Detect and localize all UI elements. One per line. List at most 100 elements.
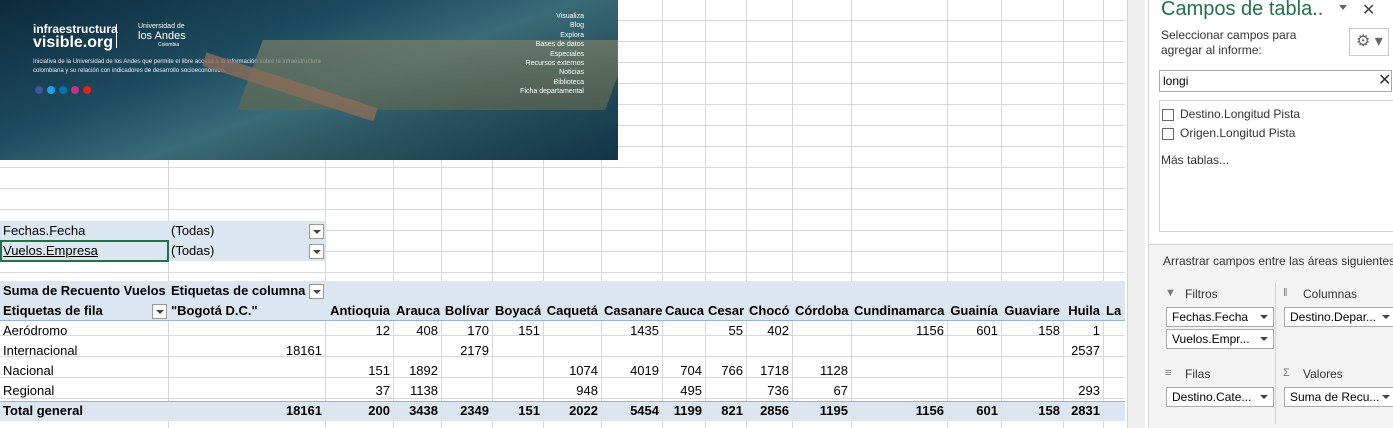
field-checkbox[interactable]	[1162, 128, 1174, 140]
column-header: Cundinamarca	[854, 303, 945, 318]
column-gridline	[492, 0, 493, 428]
total-fill	[0, 401, 1125, 421]
row-label: Nacional	[3, 363, 54, 378]
column-header: Arauca	[396, 303, 441, 318]
value-cell: 3438	[409, 403, 438, 418]
banner-menu-item[interactable]: Recursos externos	[525, 60, 584, 67]
value-cell: 1128	[820, 363, 848, 378]
value-cell: 2537	[1071, 343, 1100, 358]
area-item[interactable]: Fechas.Fecha	[1166, 307, 1274, 327]
banner-menu-item[interactable]: Noticias	[559, 69, 584, 77]
value-cell: 5454	[630, 403, 659, 418]
area-item[interactable]: Destino.Cate...	[1166, 387, 1274, 407]
banner-menu-item[interactable]: Biblioteca	[553, 78, 584, 86]
value-cell: 2349	[460, 403, 489, 418]
value-cell: 704	[680, 363, 702, 378]
scrollbar[interactable]	[1127, 0, 1145, 428]
filter-field: Fechas.Fecha	[3, 223, 86, 238]
column-gridline	[441, 0, 442, 428]
value-cell: 601	[976, 403, 998, 418]
column-gridline	[1103, 0, 1104, 428]
value-cell: 736	[767, 383, 789, 398]
value-cell: 1435	[630, 323, 659, 338]
column-dropdown[interactable]	[309, 284, 324, 299]
column-header: Guaviare	[1004, 303, 1060, 318]
area-item[interactable]: Destino.Depar...	[1284, 307, 1393, 327]
area-divider	[1275, 282, 1276, 362]
value-cell: 170	[467, 323, 489, 338]
row-label: Internacional	[3, 343, 78, 358]
university-top: Universidad de	[138, 23, 185, 30]
column-header: Córdoba	[795, 303, 849, 318]
row-label: Regional	[3, 383, 55, 398]
banner-image: infraestructura visible.org Universidad de…	[0, 0, 618, 160]
banner-menu-item[interactable]: Especiales	[550, 50, 584, 58]
value-cell: 67	[833, 383, 848, 398]
column-gridline	[393, 0, 394, 428]
area-item[interactable]: Vuelos.Empr...	[1166, 329, 1274, 349]
social-icon[interactable]	[35, 86, 43, 94]
column-gridline	[325, 0, 326, 428]
filter-dropdown[interactable]	[309, 224, 324, 239]
search-box[interactable]: longi	[1159, 70, 1392, 92]
social-icon[interactable]	[83, 86, 91, 94]
value-cell: 948	[576, 383, 598, 398]
value-cell: 2831	[1071, 403, 1100, 418]
value-cell: 151	[368, 363, 390, 378]
value-cell: 1892	[409, 363, 438, 378]
pane-close-arrow[interactable]	[1339, 5, 1347, 10]
value-label: Suma de Recuento Vuelos	[3, 283, 166, 298]
value-cell: 1074	[569, 363, 598, 378]
column-header: "Bogotá D.C."	[171, 303, 258, 318]
banner-menu-item[interactable]: Ficha departamental	[520, 88, 584, 96]
pivot-field-pane: Campos de tabla.. ✕ Seleccionar campos par…	[1148, 0, 1393, 428]
row-dropdown[interactable]	[152, 304, 167, 319]
value-cell: 495	[680, 383, 702, 398]
row-label: Aeródromo	[3, 323, 68, 338]
value-cell: 408	[416, 323, 438, 338]
banner-menu-item[interactable]: Explora	[560, 31, 584, 39]
value-cell: 1156	[916, 323, 944, 338]
value-cell: 1156	[915, 403, 944, 418]
column-gridline	[851, 0, 852, 428]
settings-button[interactable]: ⚙ ▾	[1349, 28, 1389, 56]
value-cell: 158	[1038, 323, 1060, 338]
banner-menu-item[interactable]: Blog	[569, 22, 584, 30]
value-cell: 18161	[285, 343, 322, 358]
value-cell: 1199	[673, 403, 702, 418]
field-name[interactable]: Destino.Longitud Pista	[1180, 107, 1301, 121]
banner-menu-item[interactable]: Visualiza	[556, 13, 584, 20]
filter-dropdown[interactable]	[309, 244, 324, 259]
social-icon[interactable]	[47, 86, 55, 94]
filter-fill	[0, 241, 325, 261]
column-gridline	[792, 0, 793, 428]
value-cell: 293	[1078, 383, 1100, 398]
pane-close[interactable]: ✕	[1362, 2, 1376, 19]
more-tables[interactable]: Más tablas...	[1161, 153, 1230, 167]
field-name[interactable]: Origen.Longitud Pista	[1180, 126, 1296, 140]
value-cell: 1138	[410, 383, 438, 398]
search-clear[interactable]: ✕	[1378, 72, 1392, 89]
column-header: Guainía	[950, 303, 998, 318]
value-cell: 2179	[460, 343, 489, 358]
area-item[interactable]: Suma de Recu...	[1284, 387, 1393, 407]
banner-menu-item[interactable]: Bases de datos	[535, 41, 584, 49]
row-label: Total general	[3, 403, 83, 418]
social-icon[interactable]	[71, 86, 79, 94]
value-cell: 55	[728, 323, 743, 338]
area-name: Filtros	[1185, 287, 1218, 301]
value-cell: 402	[767, 323, 789, 338]
active-cell	[0, 240, 169, 262]
value-cell: 1195	[819, 403, 848, 418]
value-cell: 821	[721, 403, 743, 418]
column-header: Chocó	[749, 303, 790, 318]
university-country: Colombia	[158, 42, 180, 48]
field-checkbox[interactable]	[1162, 109, 1174, 121]
social-icon[interactable]	[59, 86, 67, 94]
value-cell: 151	[518, 403, 540, 418]
area-name: Filas	[1185, 367, 1211, 381]
field-list	[1159, 100, 1393, 232]
column-gridline	[543, 0, 544, 428]
area-divider	[1275, 362, 1276, 424]
